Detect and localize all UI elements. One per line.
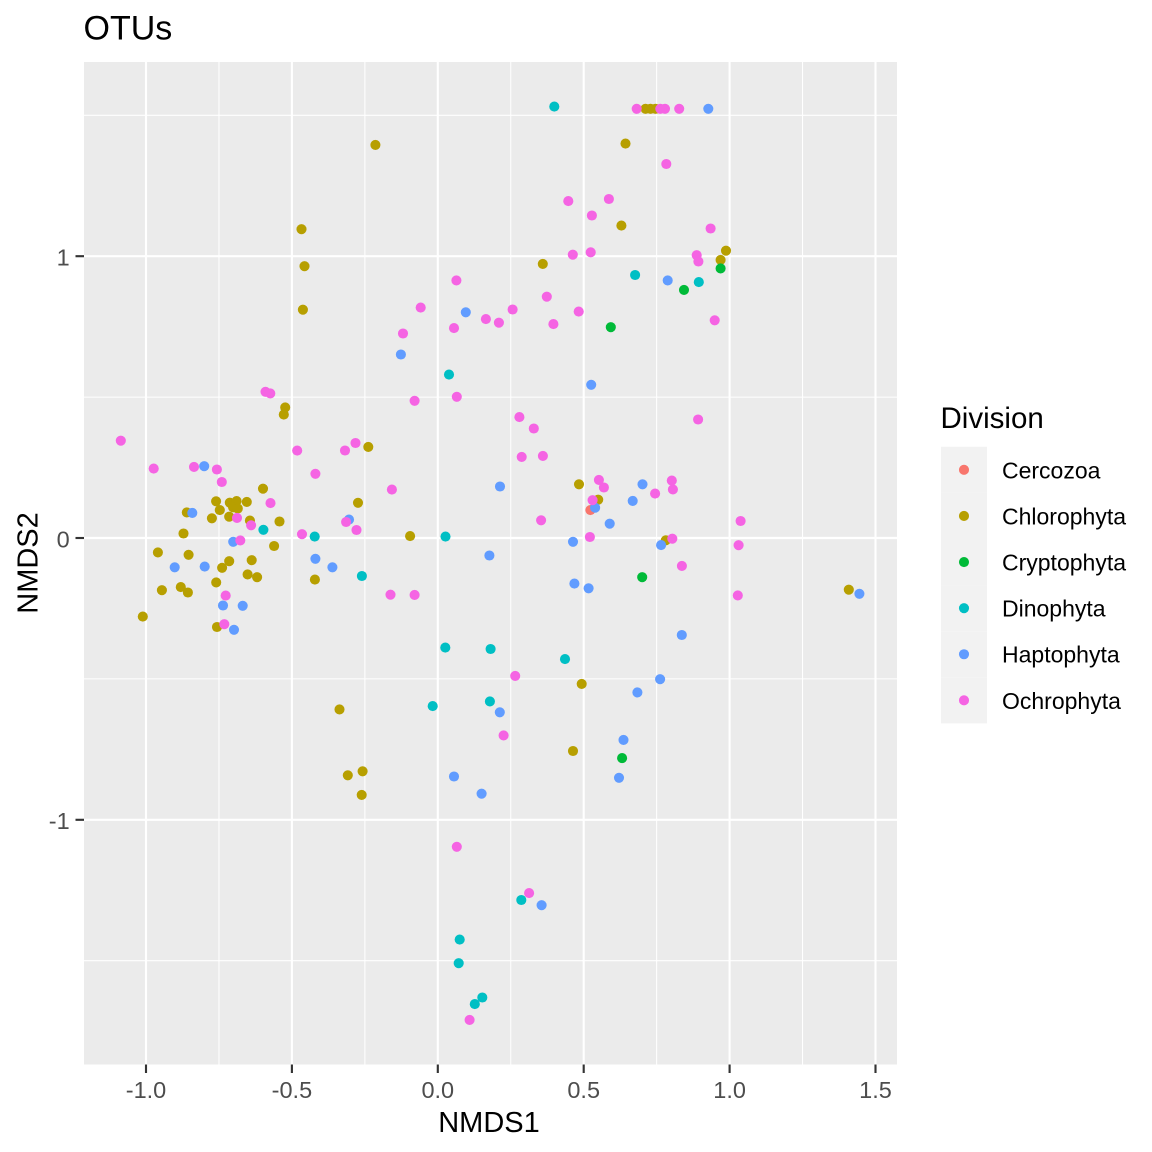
svg-text:NMDS2: NMDS2 [13,512,45,614]
svg-text:-0.5: -0.5 [272,1077,313,1103]
svg-text:-1: -1 [49,808,70,834]
svg-text:Ochrophyta: Ochrophyta [1002,688,1121,714]
svg-text:Chlorophyta: Chlorophyta [1002,503,1126,529]
svg-text:Cryptophyta: Cryptophyta [1002,549,1126,575]
svg-text:0.0: 0.0 [421,1077,454,1103]
svg-text:1: 1 [57,245,70,271]
svg-text:Division: Division [941,402,1044,435]
svg-text:Dinophyta: Dinophyta [1002,596,1106,622]
svg-text:1.5: 1.5 [859,1077,892,1103]
svg-text:Cercozoa: Cercozoa [1002,457,1101,483]
svg-text:0: 0 [57,526,70,552]
svg-text:1.0: 1.0 [713,1077,746,1103]
svg-text:Haptophyta: Haptophyta [1002,642,1120,668]
svg-text:NMDS1: NMDS1 [438,1107,540,1139]
svg-text:0.5: 0.5 [567,1077,600,1103]
svg-text:-1.0: -1.0 [126,1077,167,1103]
svg-text:OTUs: OTUs [84,10,173,48]
